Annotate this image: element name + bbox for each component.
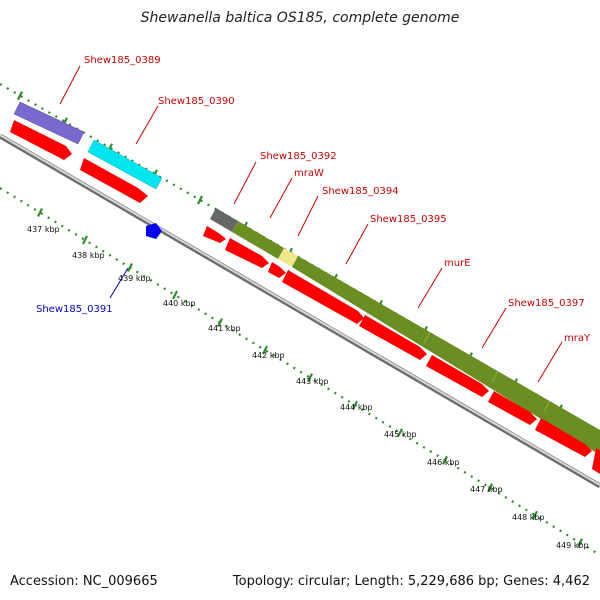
inner-major-tick bbox=[397, 428, 403, 438]
gene-label-shew185-0391[interactable]: Shew185_0391 bbox=[36, 304, 113, 315]
gene-block-mraw[interactable] bbox=[232, 221, 284, 259]
gene-labels: Shew185_0389 Shew185_0390 Shew185_0392 m… bbox=[36, 55, 591, 344]
inner-major-tick bbox=[37, 207, 43, 217]
inner-major-tick bbox=[442, 455, 448, 465]
inner-major-tick bbox=[262, 345, 268, 355]
ruler-label: 441 kbp bbox=[208, 324, 241, 333]
ruler-label: 446 kbp bbox=[427, 458, 460, 467]
cds-arrow[interactable] bbox=[282, 270, 364, 324]
gene-block-shew185-0390[interactable] bbox=[87, 139, 163, 190]
genome-summary-text: Topology: circular; Length: 5,229,686 bp… bbox=[232, 574, 590, 589]
gene-label-shew185-0390[interactable]: Shew185_0390 bbox=[158, 96, 235, 107]
inner-major-tick bbox=[352, 400, 358, 410]
inner-major-tick bbox=[487, 483, 493, 493]
ruler-label: 442 kbp bbox=[252, 351, 285, 360]
inner-major-tick bbox=[577, 538, 583, 548]
gene-boundary-2 bbox=[491, 370, 499, 383]
cds-arrow[interactable] bbox=[535, 418, 592, 457]
gene-label-mray[interactable]: mraY bbox=[564, 333, 591, 344]
gene-boundary-3 bbox=[543, 400, 551, 413]
ruler-label: 443 kbp bbox=[296, 377, 329, 386]
inner-tick-ruler bbox=[0, 187, 600, 556]
inner-major-tick bbox=[217, 318, 223, 328]
gene-label-mraw[interactable]: mraW bbox=[294, 168, 324, 179]
cds-arrow[interactable] bbox=[359, 315, 427, 360]
accession-text: Accession: NC_009665 bbox=[10, 574, 158, 589]
outer-major-tick bbox=[197, 195, 203, 205]
gene-leader-lines bbox=[59, 65, 563, 383]
cds-arrow[interactable] bbox=[203, 226, 226, 243]
outer-major-tick bbox=[17, 91, 23, 101]
ruler-labels: 437 kbp 438 kbp 439 kbp 440 kbp 441 kbp … bbox=[27, 225, 589, 550]
cds-arrow[interactable] bbox=[426, 355, 489, 397]
gene-block-shew185-0395-to-mray[interactable] bbox=[292, 256, 600, 455]
gene-block-shew185-0389[interactable] bbox=[13, 101, 85, 145]
inner-major-tick bbox=[82, 235, 88, 245]
ruler-label: 439 kbp bbox=[118, 274, 151, 283]
inner-major-tick bbox=[127, 263, 133, 273]
ruler-label: 444 kbp bbox=[340, 403, 373, 412]
cds-arrow[interactable] bbox=[268, 262, 286, 278]
cds-arrow[interactable] bbox=[592, 448, 600, 474]
inner-major-tick bbox=[307, 373, 313, 383]
gene-label-shew185-0392[interactable]: Shew185_0392 bbox=[260, 151, 337, 162]
ruler-label: 440 kbp bbox=[163, 299, 196, 308]
cds-arrow[interactable] bbox=[488, 391, 537, 425]
gene-label-mure[interactable]: murE bbox=[444, 258, 471, 269]
ruler-label: 447 kbp bbox=[470, 485, 503, 494]
gene-label-shew185-0397[interactable]: Shew185_0397 bbox=[508, 298, 585, 309]
genome-backbone bbox=[0, 133, 600, 489]
gene-block-shew185-0394[interactable] bbox=[278, 248, 298, 267]
ruler-label: 449 kbp bbox=[556, 541, 589, 550]
gene-label-shew185-0394[interactable]: Shew185_0394 bbox=[322, 186, 399, 197]
ruler-label: 448 kbp bbox=[512, 513, 545, 522]
cds-arrow[interactable] bbox=[80, 158, 148, 203]
ruler-label: 437 kbp bbox=[27, 225, 60, 234]
gene-label-shew185-0395[interactable]: Shew185_0395 bbox=[370, 214, 447, 225]
cds-arrow[interactable] bbox=[225, 238, 269, 268]
gene-block-shew185-0391[interactable] bbox=[146, 223, 162, 239]
gene-boundary-1 bbox=[423, 331, 431, 344]
cds-track bbox=[10, 120, 600, 474]
gene-label-shew185-0389[interactable]: Shew185_0389 bbox=[84, 55, 161, 66]
ruler-label: 438 kbp bbox=[72, 251, 105, 260]
inner-major-tick bbox=[172, 290, 178, 300]
map-title: Shewanella baltica OS185, complete genom… bbox=[140, 10, 460, 26]
cds-arrow[interactable] bbox=[10, 120, 72, 160]
ruler-label: 445 kbp bbox=[384, 430, 417, 439]
gene-track bbox=[13, 101, 600, 455]
gene-block-shew185-0392[interactable] bbox=[210, 208, 238, 232]
inner-major-tick bbox=[532, 510, 538, 520]
